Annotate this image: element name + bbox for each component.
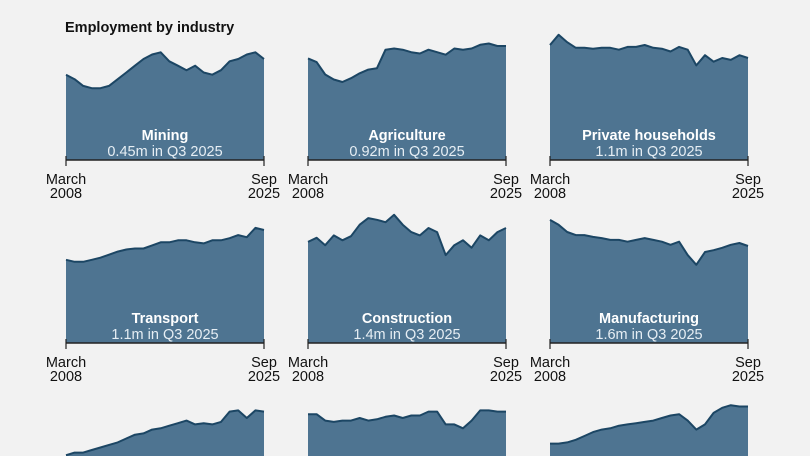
x-tick-label-start: March (288, 355, 328, 371)
panel-row3-1 (65, 409, 265, 456)
panel-name: Mining (142, 128, 189, 144)
x-tick-label-start: 2008 (534, 369, 566, 385)
series-line (65, 409, 265, 456)
area-fill (308, 410, 506, 456)
panel-name: Manufacturing (599, 311, 699, 327)
area-fill (308, 43, 506, 160)
panel-row3-2 (308, 409, 506, 456)
area-fill (66, 227, 264, 343)
x-tick-label-end: Sep (493, 355, 519, 371)
area-fill (308, 214, 506, 343)
series-line (308, 409, 506, 430)
series-line (549, 219, 749, 266)
x-tick-label-end: 2025 (248, 369, 280, 385)
area-fill (550, 34, 748, 160)
panel-name: Private households (582, 128, 716, 144)
x-tick-label-end: 2025 (490, 369, 522, 385)
x-tick-label-start: March (288, 172, 328, 188)
area-fill (66, 410, 264, 456)
x-tick-label-end: Sep (493, 172, 519, 188)
area-fill (550, 219, 748, 343)
x-tick-label-start: 2008 (534, 186, 566, 202)
x-tick-label-end: Sep (735, 355, 761, 371)
series-line (65, 226, 265, 263)
x-tick-label-end: 2025 (490, 186, 522, 202)
x-tick-label-end: 2025 (732, 186, 764, 202)
series-line (549, 33, 749, 67)
x-tick-label-start: March (46, 172, 86, 188)
panel-subtitle: 1.1m in Q3 2025 (111, 327, 218, 343)
panel-subtitle: 1.1m in Q3 2025 (595, 144, 702, 160)
panel-subtitle: 1.6m in Q3 2025 (595, 327, 702, 343)
series-line (307, 213, 507, 257)
x-tick-label-start: 2008 (292, 186, 324, 202)
x-tick-label-end: Sep (251, 172, 277, 188)
x-tick-label-start: 2008 (50, 186, 82, 202)
x-tick-label-end: Sep (251, 355, 277, 371)
area-fill (550, 405, 748, 456)
series-line (550, 404, 748, 445)
chart-title: Employment by industry (65, 20, 234, 36)
panel-subtitle: 0.92m in Q3 2025 (349, 144, 464, 160)
panel-subtitle: 1.4m in Q3 2025 (353, 327, 460, 343)
x-tick-label-start: March (530, 172, 570, 188)
x-tick-label-start: 2008 (292, 369, 324, 385)
x-tick-label-start: 2008 (50, 369, 82, 385)
panel-name: Agriculture (368, 128, 445, 144)
panel-name: Construction (362, 311, 452, 327)
area-fill (66, 52, 264, 160)
x-tick-label-start: March (530, 355, 570, 371)
panel-subtitle: 0.45m in Q3 2025 (107, 144, 222, 160)
x-tick-label-end: 2025 (732, 369, 764, 385)
x-tick-label-end: Sep (735, 172, 761, 188)
x-tick-label-end: 2025 (248, 186, 280, 202)
x-tick-label-start: March (46, 355, 86, 371)
panel-name: Transport (132, 311, 199, 327)
series-line (65, 51, 265, 90)
series-line (307, 42, 506, 83)
panel-row3-3 (550, 404, 748, 456)
